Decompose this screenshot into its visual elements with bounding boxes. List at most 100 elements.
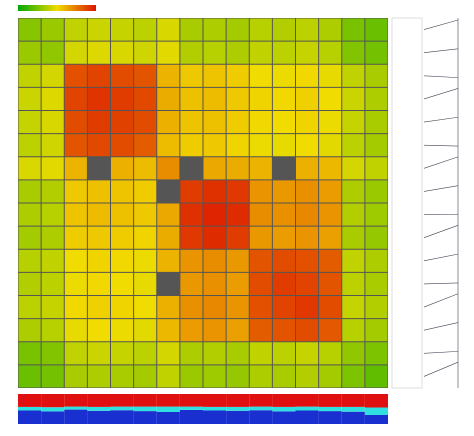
stacked-bar-segment [341, 406, 365, 412]
stacked-bar-segment [87, 394, 111, 407]
heatmap-cell [180, 272, 203, 295]
heatmap-cell [18, 18, 41, 41]
heatmap-cell [249, 41, 272, 64]
heatmap-cell [64, 180, 87, 203]
heatmap-cell [226, 226, 249, 249]
heatmap-cell [180, 134, 203, 157]
connector [423, 361, 459, 377]
heatmap-cell [272, 365, 295, 388]
stacked-bar-segment [318, 411, 342, 424]
heatmap-cell [180, 249, 203, 272]
heatmap-cell [64, 87, 87, 110]
heatmap-cell [157, 342, 180, 365]
heatmap-cell [319, 296, 342, 319]
heatmap-cell [342, 272, 365, 295]
heatmap-cell [157, 134, 180, 157]
heatmap-cell [87, 41, 110, 64]
heatmap-cell [342, 41, 365, 64]
stacked-bar-segment [87, 410, 111, 424]
heatmap-cell [342, 342, 365, 365]
heatmap-cell [157, 18, 180, 41]
heatmap-cell [18, 111, 41, 134]
heatmap-cell [111, 296, 134, 319]
heatmap-cell [87, 18, 110, 41]
heatmap-cell [180, 111, 203, 134]
heatmap-cell [41, 342, 64, 365]
heatmap-cell [87, 342, 110, 365]
stacked-bar-segment [341, 394, 365, 407]
heatmap-cell [272, 18, 295, 41]
heatmap-cell [64, 203, 87, 226]
heatmap-cell [296, 365, 319, 388]
heatmap-cell [226, 249, 249, 272]
heatmap-cell [111, 203, 134, 226]
stacked-bar-segment [226, 406, 250, 411]
heatmap-cell [111, 319, 134, 342]
heatmap-cell [319, 87, 342, 110]
stacked-bar-segment [295, 406, 319, 411]
heatmap-cell [319, 41, 342, 64]
heatmap-cell [226, 87, 249, 110]
connector [423, 282, 459, 285]
heatmap-cell [365, 18, 388, 41]
heatmap-cell [157, 249, 180, 272]
heatmap-cell [319, 203, 342, 226]
stacked-bar-segment [110, 410, 134, 424]
stacked-bar-segment [18, 410, 42, 424]
heatmap-cell [87, 180, 110, 203]
heatmap-cell [87, 226, 110, 249]
connector [423, 19, 459, 30]
heatmap-cell [41, 365, 64, 388]
stacked-bar-segment [133, 411, 157, 424]
heatmap-cell [365, 226, 388, 249]
stacked-bar-segment [133, 394, 157, 407]
stacked-bar-segment [87, 406, 111, 411]
connector [423, 156, 459, 169]
heatmap-cell [203, 134, 226, 157]
heatmap-cell [249, 249, 272, 272]
heatmap-cell [226, 319, 249, 342]
heatmap-cell [64, 157, 87, 180]
heatmap-cell [180, 342, 203, 365]
heatmap-cell [342, 111, 365, 134]
stacked-bar-segment [110, 406, 134, 411]
stacked-bar-segment [318, 406, 342, 412]
heatmap-cell [296, 203, 319, 226]
heatmap-cell [319, 226, 342, 249]
stacked-bar-segment [64, 394, 88, 407]
heatmap-cell [18, 87, 41, 110]
heatmap-cell [272, 226, 295, 249]
heatmap-cell [272, 87, 295, 110]
heatmap-cell [18, 41, 41, 64]
heatmap-cell [64, 226, 87, 249]
heatmap-cell [203, 87, 226, 110]
heatmap-cell [272, 203, 295, 226]
heatmap-cell [18, 342, 41, 365]
heatmap-cell [226, 18, 249, 41]
heatmap-cell [41, 157, 64, 180]
heatmap-cell [272, 272, 295, 295]
heatmap-cell [111, 365, 134, 388]
heatmap-cell [226, 272, 249, 295]
heatmap-cell [249, 203, 272, 226]
heatmap-cell [319, 272, 342, 295]
heatmap-cell [157, 296, 180, 319]
stacked-bar-segment [18, 406, 42, 411]
heatmap-cell [111, 111, 134, 134]
heatmap-cell [249, 342, 272, 365]
heatmap-cell [134, 319, 157, 342]
heatmap-cell [365, 87, 388, 110]
heatmap-cell [319, 18, 342, 41]
heatmap-cell [342, 157, 365, 180]
heatmap-cell [272, 64, 295, 87]
heatmap-cell [203, 226, 226, 249]
heatmap-cell [134, 157, 157, 180]
heatmap-cell [342, 64, 365, 87]
heatmap-cell [272, 249, 295, 272]
heatmap-cell [134, 249, 157, 272]
heatmap-cell [226, 41, 249, 64]
connector [423, 75, 459, 78]
connector [423, 322, 459, 331]
stacked-bar-segment [226, 410, 250, 424]
